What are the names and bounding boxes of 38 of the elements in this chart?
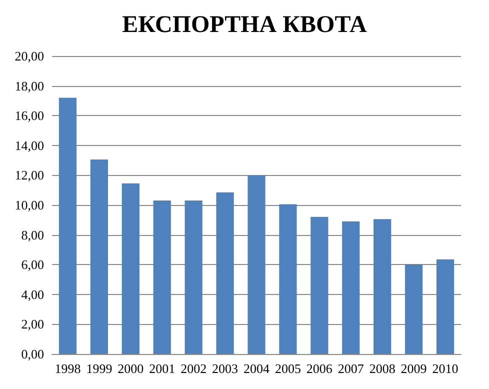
y-tick-label: 4,00 <box>21 286 44 302</box>
y-tick-label: 6,00 <box>21 257 44 272</box>
x-tick-label: 2009 <box>400 361 427 376</box>
y-tick-label: 14,00 <box>14 138 44 153</box>
x-tick-label: 1998 <box>54 361 81 376</box>
x-tick-label: 2000 <box>118 361 144 376</box>
bar <box>122 183 140 354</box>
x-tick-label: 2005 <box>274 361 301 376</box>
bar <box>374 219 392 354</box>
x-tick-label: 2002 <box>180 361 207 376</box>
y-tick-label: 20,00 <box>14 48 44 64</box>
chart-title: ЕКСПОРТНА КВОТА <box>122 12 368 38</box>
x-tick-label: 2006 <box>306 361 333 376</box>
bar <box>153 200 171 354</box>
x-tick-label: 2003 <box>212 361 238 376</box>
y-tick-label: 8,00 <box>21 227 44 242</box>
bar <box>436 259 454 354</box>
y-tick-label: 18,00 <box>14 78 44 94</box>
x-tick-label: 2007 <box>338 361 364 376</box>
bar <box>405 264 423 354</box>
bar <box>279 204 297 354</box>
bar <box>90 160 108 354</box>
x-tick-label: 1999 <box>86 361 112 376</box>
y-tick-label: 12,00 <box>14 168 44 183</box>
bar <box>342 221 360 354</box>
bar <box>58 98 77 354</box>
bar <box>310 216 328 354</box>
y-tick-label: 2,00 <box>21 316 44 332</box>
bar <box>216 192 234 354</box>
x-tick-label: 2008 <box>369 361 396 376</box>
bar <box>184 200 202 354</box>
x-tick-label: 2004 <box>244 361 270 376</box>
x-tick-label: 2010 <box>432 361 458 376</box>
y-tick-label: 0,00 <box>21 346 44 362</box>
y-tick-label: 10,00 <box>14 198 44 212</box>
y-tick-label: 16,00 <box>14 108 44 124</box>
x-tick-label: 2001 <box>149 361 176 376</box>
bar <box>248 175 266 354</box>
